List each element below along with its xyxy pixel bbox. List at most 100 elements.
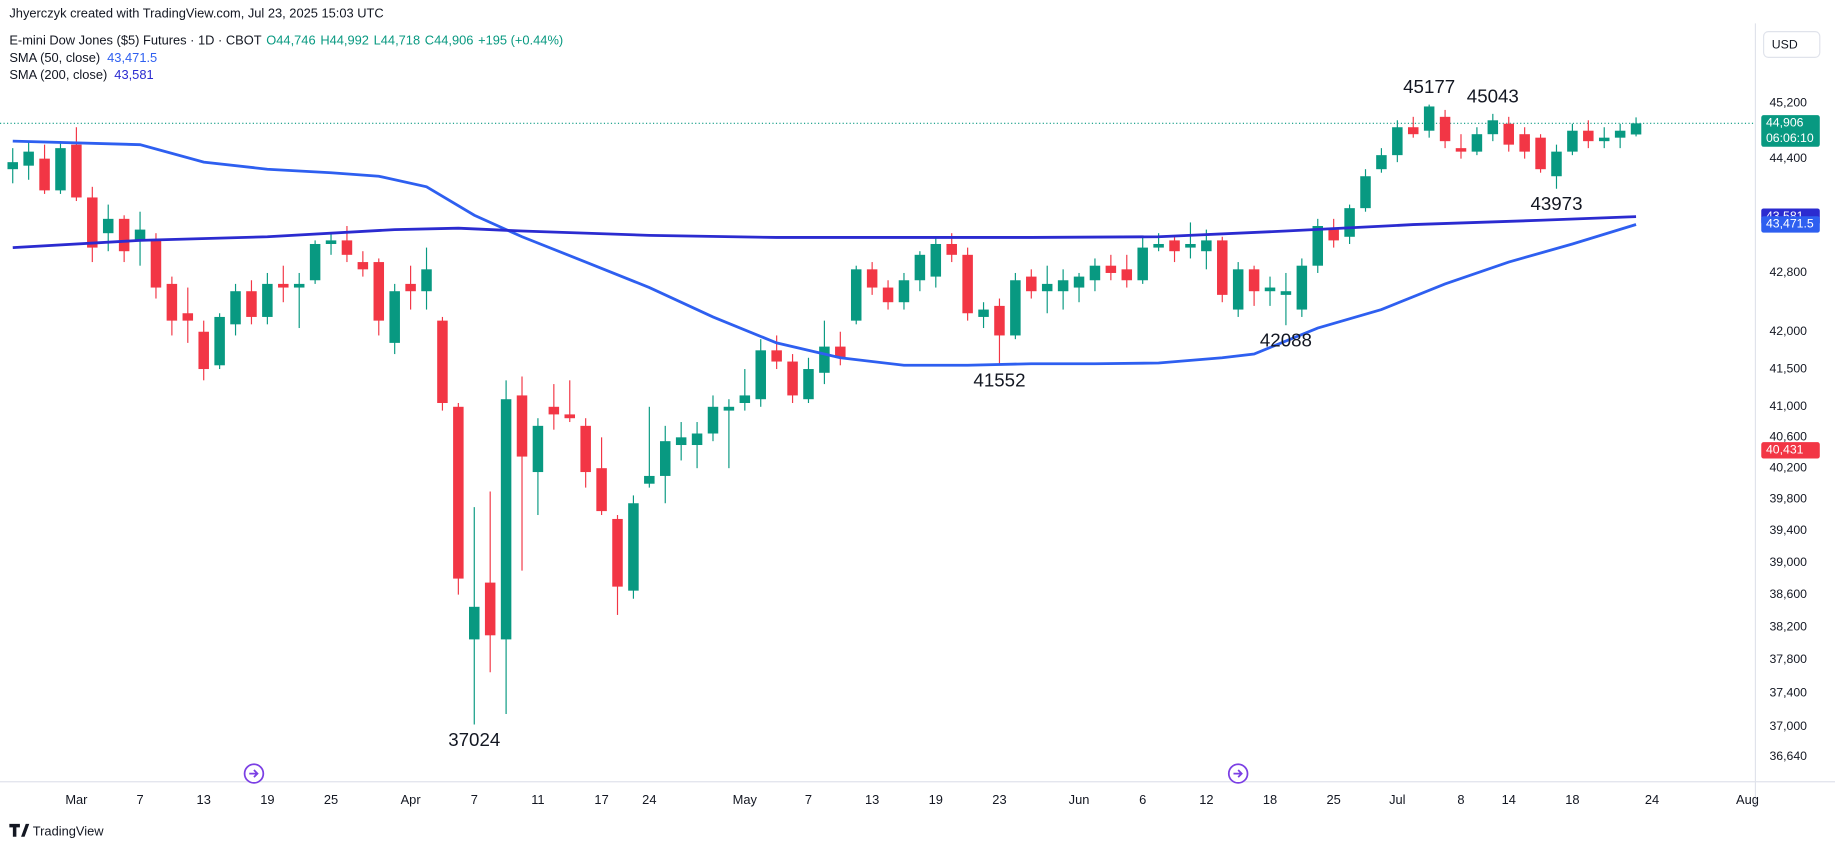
candle-body [1280,291,1292,295]
price-badge-label: 43,471.5 [1766,217,1814,231]
candle-body [55,148,66,191]
x-tick-label: 18 [1263,792,1277,807]
currency-button[interactable] [1763,31,1821,58]
candle-body [771,350,782,362]
legend-entry: SMA (200, close) [9,67,107,82]
candle-body [39,158,50,191]
candle-body [1217,240,1228,295]
x-tick-label: 17 [594,792,608,807]
candle-body [1551,151,1562,177]
candle-body [389,291,400,343]
chart-title: Jhyerczyk created with TradingView.com, … [9,5,383,20]
y-tick-label: 41,000 [1769,399,1807,413]
candle-body [150,240,162,288]
candle-body [548,406,560,415]
y-tick-label: 42,800 [1769,265,1807,279]
candle-body [628,503,639,591]
candle-body [596,468,607,512]
candle-body [230,291,241,325]
y-tick-label: 39,800 [1769,492,1807,506]
countdown: 06:06:10 [1766,131,1814,145]
candle-body [1201,240,1212,252]
price-badge-label: 44,906 [1766,116,1804,130]
candle-body [1328,229,1339,241]
brand-logo [9,823,30,837]
candle-body [1232,269,1244,310]
price-badge-label: 40,431 [1766,443,1804,457]
candle-body [134,229,146,241]
candle-body [850,269,862,321]
x-tick-label: 24 [642,792,656,807]
x-tick-label: Apr [401,792,422,807]
candle-body [484,582,496,636]
price-badge [1761,216,1820,233]
event-icon[interactable] [243,763,265,784]
sma-line [12,215,1637,250]
price-badge [1761,442,1820,459]
x-tick-label: 18 [1565,792,1579,807]
y-tick-label: 37,800 [1769,652,1807,666]
candle-body [1583,130,1594,142]
candle-body [516,395,528,457]
candle-body [87,197,98,248]
candle-body [71,144,82,198]
candle-body [866,269,878,288]
candle-body [1153,243,1164,248]
symbol: E-mini Dow Jones ($5) Futures · 1D · CBO… [9,32,261,47]
candle-body [1519,134,1530,152]
candle-body [1392,127,1403,156]
ohlc-value: H44,992 [320,32,369,47]
candle-body [803,369,814,400]
x-tick-label: 25 [1327,792,1341,807]
candle-body [962,254,973,314]
candle-body [675,437,687,446]
y-tick-label: 40,200 [1769,460,1807,474]
candle-body [373,262,385,321]
ohlc-value: C44,906 [425,32,474,47]
candle-body [500,399,512,640]
price-badge [1761,115,1820,147]
x-tick-label: May [733,792,758,807]
candle-body [1423,106,1435,131]
candle-body [469,606,480,640]
ohlc-value: L44,718 [374,32,420,47]
currency[interactable]: USD [1772,37,1798,51]
candle-body [437,320,448,404]
low-label: 43973 [1530,193,1582,214]
candle-body [325,240,337,244]
x-tick-label: 13 [197,792,211,807]
x-tick-label: 24 [1645,792,1659,807]
candle-body [1264,287,1276,292]
candle-body [1344,208,1355,237]
candle-body [978,309,989,317]
low-label: 41552 [973,369,1025,390]
x-tick-label: 11 [531,792,544,807]
candle-body [102,218,114,234]
candle-body [1121,269,1133,281]
candle-body [1041,283,1053,292]
candle-body [1360,176,1371,209]
low-label: 37024 [448,729,500,750]
x-tick-label: 7 [805,792,812,807]
candle-body [453,406,464,579]
candle-body [1630,123,1642,135]
legend-value: 43,471.5 [107,50,157,65]
y-tick-label: 41,500 [1769,361,1807,375]
candle-body [580,425,591,473]
y-tick-label: 37,000 [1769,719,1807,733]
legend-entry: SMA (50, close) [9,50,100,65]
candle-body [707,406,719,434]
candle-body [1057,280,1069,292]
candle-body [835,346,846,358]
candle-body [1089,265,1101,281]
candle-body [1567,130,1578,152]
event-icon[interactable] [1227,763,1249,784]
x-tick-label: 19 [929,792,943,807]
y-tick-label: 39,400 [1769,523,1807,537]
x-tick-label: 25 [324,792,338,807]
candle-body [532,425,544,473]
candle-body [644,475,655,484]
x-tick-label: Jun [1069,792,1090,807]
